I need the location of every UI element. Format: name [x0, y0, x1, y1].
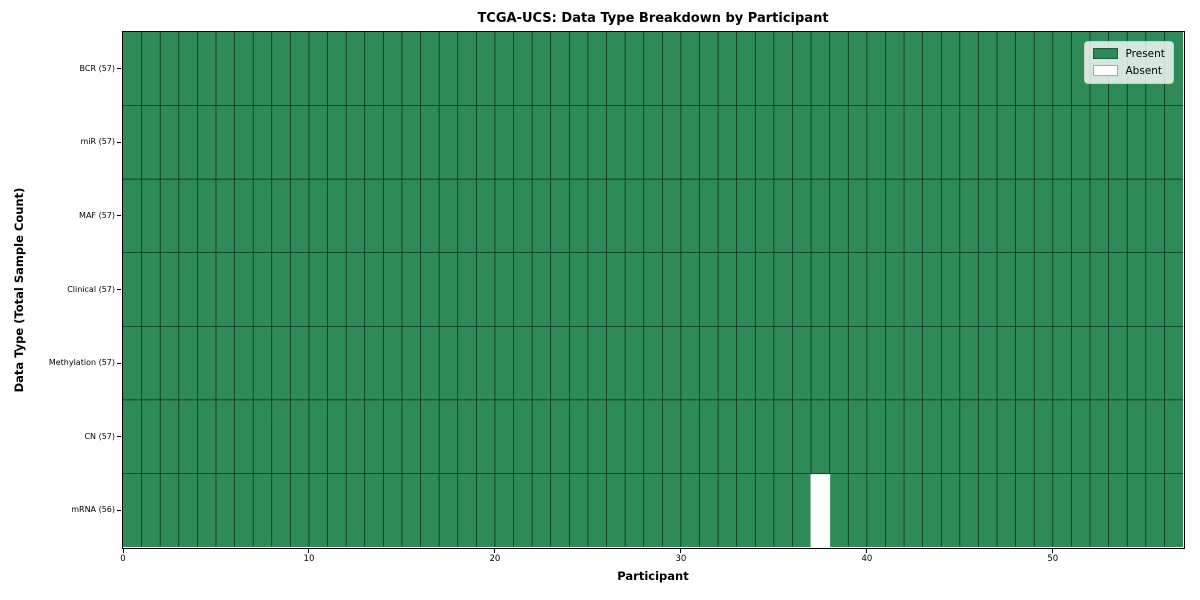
- x-tick-mark: [308, 548, 310, 553]
- y-tick-mark: [117, 68, 122, 70]
- present-cells-background: [122, 31, 1183, 547]
- x-tick-mark: [866, 548, 868, 553]
- y-axis-label: Data Type (Total Sample Count): [12, 187, 26, 393]
- y-tick-label: BCR (57): [79, 63, 115, 73]
- y-tick-label: MAF (57): [79, 210, 115, 220]
- heatmap: [122, 31, 1183, 547]
- x-tick-label: 40: [861, 554, 873, 564]
- absent-cell: [810, 473, 830, 547]
- y-tick-mark: [117, 289, 122, 290]
- legend-label: Present: [1125, 47, 1165, 60]
- legend: Present Absent: [1083, 40, 1174, 84]
- y-tick-label: mRNA (56): [71, 505, 115, 515]
- y-tick-label: Methylation (57): [48, 358, 115, 368]
- y-tick-mark: [117, 141, 122, 143]
- x-tick-label: 50: [1047, 554, 1059, 564]
- y-tick-mark: [117, 509, 122, 511]
- heatmap-grid: [122, 31, 1183, 547]
- legend-label: Absent: [1125, 64, 1163, 77]
- plot-area: Present Absent: [121, 30, 1185, 549]
- x-tick-label: 10: [303, 554, 315, 564]
- x-tick-label: 0: [120, 554, 126, 564]
- legend-swatch-absent: [1092, 65, 1118, 76]
- y-tick-mark: [117, 215, 122, 217]
- x-tick-mark: [494, 548, 496, 553]
- y-tick-label: CN (57): [84, 431, 115, 441]
- y-tick-label: Clinical (57): [67, 284, 115, 294]
- x-tick-label: 20: [489, 554, 501, 564]
- legend-item-absent: Absent: [1092, 64, 1166, 77]
- x-tick-mark: [680, 548, 682, 553]
- y-tick-mark: [117, 362, 122, 364]
- y-tick-label: miR (57): [80, 137, 115, 147]
- x-tick-label: 30: [675, 554, 687, 564]
- x-tick-mark: [122, 548, 124, 553]
- legend-item-present: Present: [1092, 47, 1166, 60]
- chart-title: TCGA-UCS: Data Type Breakdown by Partici…: [477, 11, 829, 26]
- x-tick-mark: [1052, 548, 1054, 553]
- x-axis-label: Participant: [617, 569, 689, 583]
- legend-swatch-present: [1092, 48, 1118, 59]
- y-tick-mark: [117, 436, 122, 438]
